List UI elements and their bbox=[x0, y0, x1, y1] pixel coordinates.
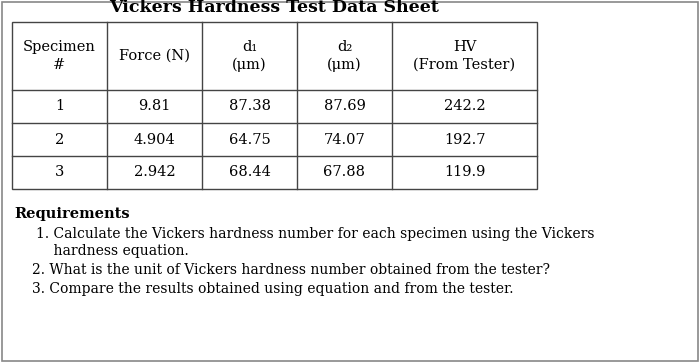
Text: 3: 3 bbox=[55, 166, 64, 179]
Text: 2: 2 bbox=[55, 132, 64, 147]
Text: Force (N): Force (N) bbox=[119, 49, 190, 63]
Text: HV: HV bbox=[453, 40, 476, 54]
Text: #: # bbox=[53, 58, 66, 72]
Text: (μm): (μm) bbox=[327, 58, 362, 72]
Text: (μm): (μm) bbox=[232, 58, 267, 72]
Text: d₁: d₁ bbox=[242, 40, 257, 54]
Text: 242.2: 242.2 bbox=[444, 99, 485, 114]
Text: 67.88: 67.88 bbox=[323, 166, 365, 179]
Text: 87.38: 87.38 bbox=[228, 99, 270, 114]
Text: 2.942: 2.942 bbox=[134, 166, 175, 179]
Text: 64.75: 64.75 bbox=[229, 132, 270, 147]
Text: 68.44: 68.44 bbox=[229, 166, 270, 179]
Text: 74.07: 74.07 bbox=[323, 132, 365, 147]
Text: Requirements: Requirements bbox=[14, 207, 130, 221]
Text: 9.81: 9.81 bbox=[139, 99, 171, 114]
Text: 4.904: 4.904 bbox=[134, 132, 176, 147]
Text: Specimen: Specimen bbox=[23, 40, 96, 54]
Text: 87.69: 87.69 bbox=[323, 99, 365, 114]
Text: (From Tester): (From Tester) bbox=[414, 58, 516, 72]
Text: 119.9: 119.9 bbox=[444, 166, 485, 179]
Text: 1. Calculate the Vickers hardness number for each specimen using the Vickers: 1. Calculate the Vickers hardness number… bbox=[36, 227, 594, 241]
Text: 2. What is the unit of Vickers hardness number obtained from the tester?: 2. What is the unit of Vickers hardness … bbox=[32, 263, 550, 277]
Text: hardness equation.: hardness equation. bbox=[36, 244, 189, 258]
Text: 1: 1 bbox=[55, 99, 64, 114]
Text: d₂: d₂ bbox=[337, 40, 352, 54]
Text: 3. Compare the results obtained using equation and from the tester.: 3. Compare the results obtained using eq… bbox=[32, 282, 514, 296]
Text: Vickers Hardness Test Data Sheet: Vickers Hardness Test Data Sheet bbox=[110, 0, 440, 16]
Bar bbox=[12, 22, 537, 189]
Text: 192.7: 192.7 bbox=[444, 132, 485, 147]
